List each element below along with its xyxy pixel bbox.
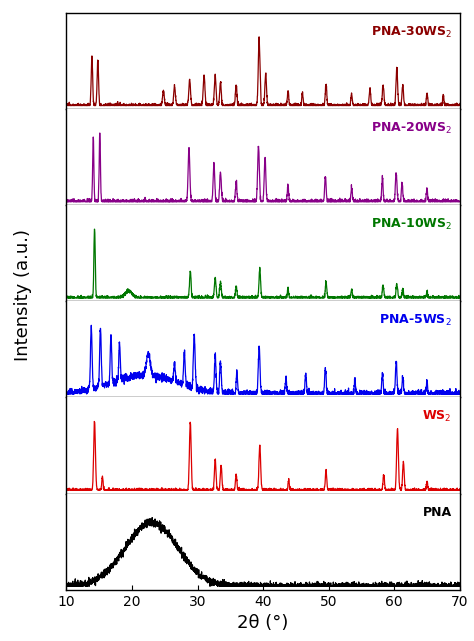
Text: PNA-30WS$_2$: PNA-30WS$_2$	[371, 24, 452, 40]
Text: PNA-20WS$_2$: PNA-20WS$_2$	[371, 121, 452, 136]
Text: PNA-10WS$_2$: PNA-10WS$_2$	[371, 217, 452, 232]
Text: Intensity (a.u.): Intensity (a.u.)	[14, 229, 32, 361]
X-axis label: 2θ (°): 2θ (°)	[237, 614, 289, 632]
Text: WS$_2$: WS$_2$	[422, 409, 452, 424]
Text: PNA: PNA	[423, 506, 452, 519]
Text: PNA-5WS$_2$: PNA-5WS$_2$	[379, 313, 452, 328]
